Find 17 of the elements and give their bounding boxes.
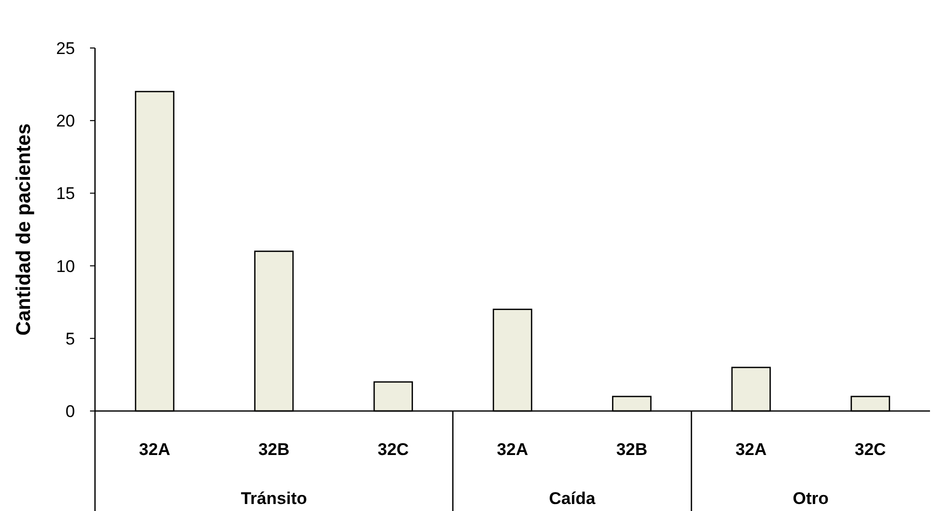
y-tick-label: 25 (56, 38, 75, 58)
x-tick-label: 32A (139, 440, 170, 459)
y-tick-label: 15 (56, 184, 75, 204)
x-tick-label: 32C (378, 440, 409, 459)
x-tick-label: 32B (616, 440, 648, 459)
x-tick-label: 32C (854, 440, 886, 459)
text: Otro (792, 489, 829, 508)
y-tick-label: 5 (66, 329, 75, 348)
y-tick-label: 10 (56, 256, 75, 276)
text: Tránsito (240, 489, 307, 508)
y-tick-label: 0 (66, 402, 75, 421)
x-tick-label: 32A (735, 440, 767, 459)
y-tick-label: 20 (56, 112, 75, 131)
x-tick-label: 32B (258, 440, 290, 459)
x-tick-label: 32A (496, 440, 528, 459)
y-axis-title: Cantidad de pacientes (13, 123, 35, 336)
text: Caída (548, 489, 596, 508)
